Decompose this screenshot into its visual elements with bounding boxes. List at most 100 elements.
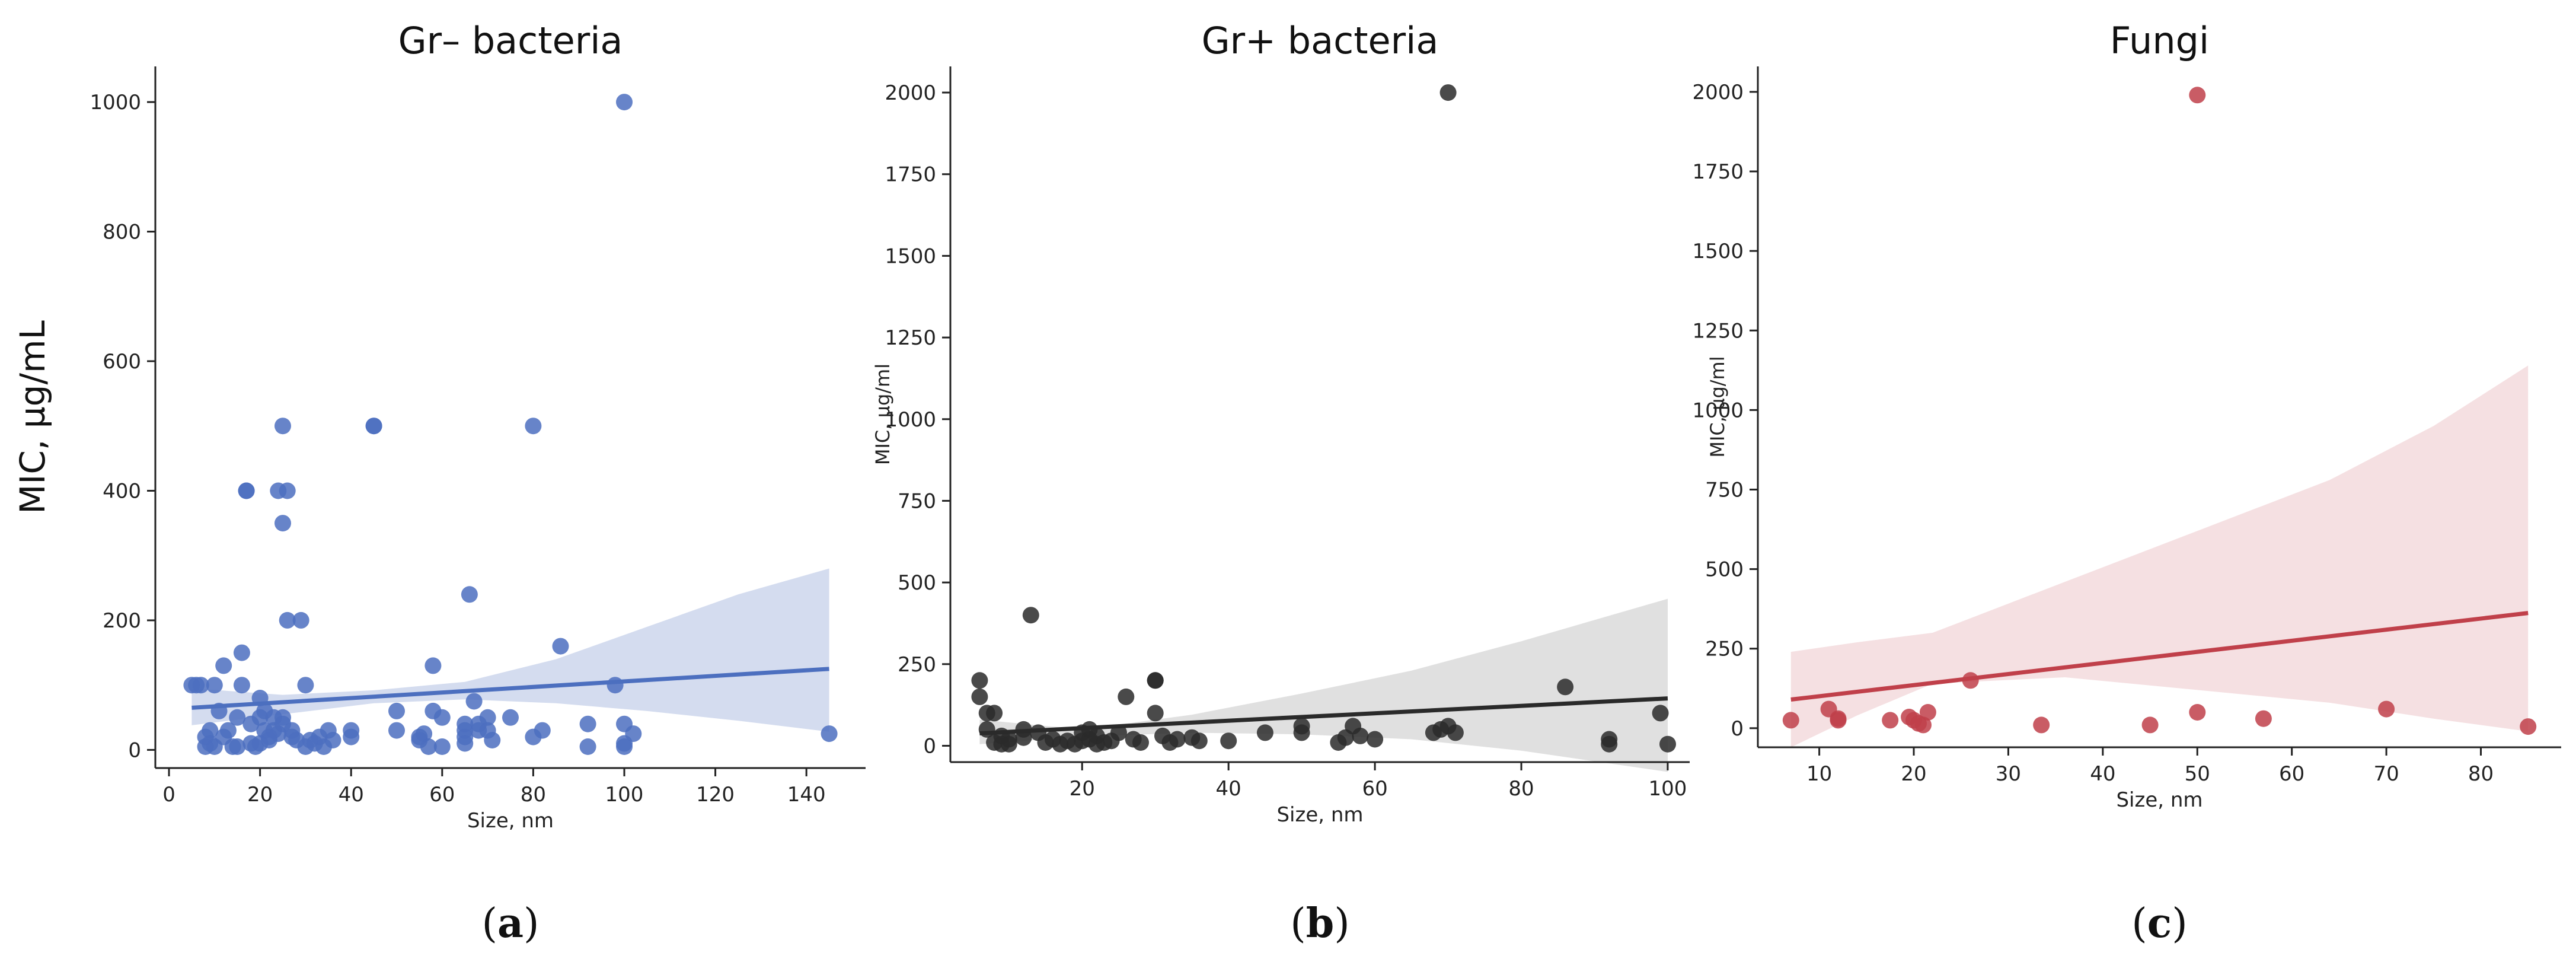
data-point [1190,732,1208,750]
data-point [424,657,442,674]
data-point [457,735,474,752]
data-point [219,722,237,739]
data-point [579,715,596,732]
data-point [1132,734,1149,751]
x-axis-label: Size, nm [2116,788,2202,812]
data-point [625,725,642,743]
data-point [1352,727,1369,744]
regression-line [191,667,829,710]
x-tick-label: 80 [521,783,546,807]
data-point [420,738,437,755]
x-tick-label: 60 [429,783,455,807]
data-point [292,611,309,629]
data-point [1652,705,1669,722]
data-point [274,418,291,435]
data-point [502,709,519,726]
x-tick-label: 30 [1996,762,2021,786]
y-tick-label: 500 [898,571,936,595]
data-point [465,693,483,710]
data-point [206,677,223,694]
data-point [1147,672,1164,689]
data-point [2033,716,2050,734]
x-tick-label: 40 [1216,777,1241,801]
data-point [1118,688,1135,705]
y-tick-label: 1000 [885,408,936,432]
data-point [279,611,296,629]
x-tick-label: 20 [1070,777,1095,801]
x-tick-label: 50 [2185,762,2210,786]
data-point [1169,731,1186,748]
data-point [1919,704,1936,721]
confidence-band [191,568,829,732]
data-point [461,586,478,603]
data-point [579,738,596,755]
data-point [479,709,496,726]
data-point [821,725,838,743]
x-tick-label: 10 [1806,762,1832,786]
x-axis-label: Size, nm [467,809,554,833]
data-point [215,657,232,674]
panel-title: Gr– bacteria [398,19,623,62]
data-point [534,722,551,739]
data-point [607,677,624,694]
y-tick-label: 0 [128,738,141,762]
y-tick-label: 600 [103,350,141,374]
x-tick-label: 40 [2090,762,2115,786]
y-tick-label: 1500 [885,244,936,268]
data-point [2141,716,2159,734]
data-point [484,732,501,748]
data-point [1882,712,1899,729]
confidence-band [1790,365,2529,747]
y-tick-label: 1000 [90,91,141,114]
data-point [433,738,451,755]
data-point [343,722,360,739]
data-point [1557,678,1574,696]
regression-line [979,696,1668,736]
data-point [2378,700,2395,718]
x-axis-label: Size, nm [1276,803,1363,827]
y-tick-label: 1750 [885,163,936,187]
data-point [986,705,1003,722]
data-point [971,688,988,705]
data-point [229,738,246,755]
y-tick-label: 1500 [1692,240,1744,263]
data-point [416,725,433,743]
data-point [1601,735,1618,753]
confidence-band [979,598,1668,772]
x-tick-label: 0 [162,783,175,807]
y-tick-label: 800 [103,221,141,244]
panel-label: (b) [1290,900,1350,947]
data-point [1256,724,1273,741]
y-tick-label: 500 [1705,558,1744,582]
data-point [2189,704,2206,721]
data-point [2255,710,2272,727]
data-point [192,677,209,694]
x-tick-label: 100 [1649,777,1687,801]
data-point [1439,84,1457,101]
y-tick-label: 250 [898,653,936,677]
data-point [233,677,250,694]
data-point [1015,729,1032,746]
x-tick-label: 70 [2373,762,2399,786]
data-point [1447,724,1464,741]
panel-label: (c) [2131,900,2187,947]
data-point [457,715,474,732]
data-point [1220,732,1237,750]
x-tick-label: 100 [605,783,644,807]
data-point [616,94,633,111]
data-point [525,418,542,435]
panel-a: 0 20 40 60 80 100 120 140 0 200 400 600 800 1000 Gr– b… [12,19,866,947]
x-tick-label: 20 [247,783,273,807]
data-point [1915,716,1932,734]
y-tick-label: 250 [1705,638,1744,661]
data-point [1659,735,1676,753]
y-tick-label: 0 [1731,717,1744,741]
x-tick-label: 40 [339,783,364,807]
data-point [616,738,633,755]
x-tick-label: 60 [1362,777,1387,801]
y-tick-label: 1750 [1692,160,1744,184]
data-point [2520,718,2537,735]
data-point [1782,712,1799,729]
data-point [1830,710,1847,727]
